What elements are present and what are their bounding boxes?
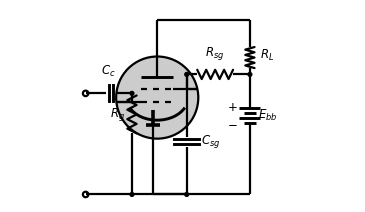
Text: $-$: $-$ [227,117,237,130]
Text: $C_{sg}$: $C_{sg}$ [201,133,221,150]
Text: $R_L$: $R_L$ [260,48,275,63]
Circle shape [130,192,134,196]
Text: +: + [227,100,237,114]
Circle shape [116,57,198,139]
Circle shape [130,91,134,95]
Circle shape [185,192,189,196]
Circle shape [185,73,189,76]
Circle shape [248,73,252,76]
Text: $C_c$: $C_c$ [101,64,116,79]
Text: $E_{bb}$: $E_{bb}$ [258,108,278,123]
Text: $R_g$: $R_g$ [110,106,125,123]
Text: $R_{sg}$: $R_{sg}$ [205,45,225,62]
